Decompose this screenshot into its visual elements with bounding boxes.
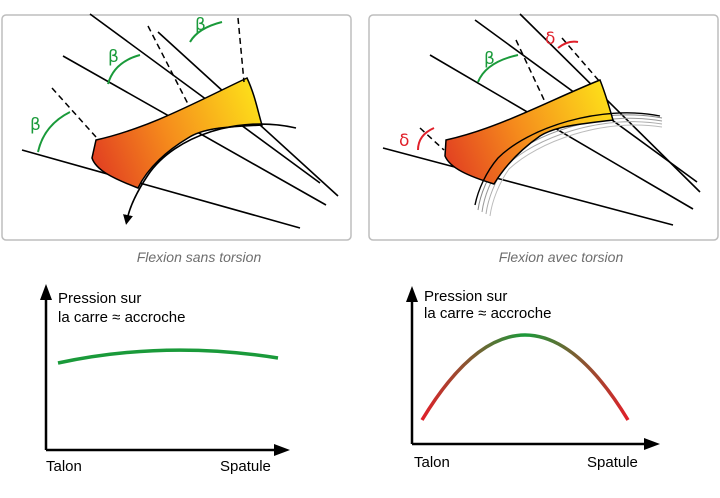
ski-line-r4 [519, 13, 701, 193]
beta-label-1: β [30, 115, 41, 135]
graph-left-y-arrow [40, 284, 52, 300]
graph-left-xlabel-left: Talon [46, 458, 82, 475]
twist-arc-main [474, 112, 661, 206]
beta-arc-1 [37, 111, 71, 153]
delta-label-1: δ [399, 131, 409, 151]
graph-right-xlabel-right: Spatule [587, 454, 638, 471]
graph-left: Pression sur la carre ≈ accroche Talon S… [40, 284, 290, 475]
graph-left-x-arrow [274, 444, 290, 456]
dashed-ref-2 [147, 25, 189, 105]
delta-arc-1 [417, 127, 435, 151]
dashed-ref-3 [237, 17, 245, 83]
beta-label-2: β [108, 47, 119, 67]
graph-right: Pression sur la carre ≈ accroche Talon S… [406, 286, 660, 471]
panel-left: β β β [1, 13, 352, 241]
graph-left-ylabel-1: Pression sur [58, 290, 141, 307]
graph-left-ylabel-2: la carre ≈ accroche [58, 309, 185, 326]
twist-arc-3 [485, 121, 663, 215]
graph-right-xlabel-left: Talon [414, 454, 450, 471]
beta-arc-3 [189, 21, 223, 43]
twist-arc-4 [489, 124, 663, 217]
panel-right: β δ δ [368, 13, 719, 241]
beta-arc-2 [107, 54, 141, 85]
graph-left-xlabel-right: Spatule [220, 458, 271, 475]
dashed-ref-1 [51, 87, 97, 138]
ski-line-r1 [382, 147, 674, 226]
ski-line-r2 [429, 54, 694, 210]
delta-label-2: δ [545, 29, 555, 49]
caption-right: Flexion avec torsion [499, 249, 624, 265]
ski-line-1 [21, 149, 301, 229]
dashed-ref-r1 [419, 127, 445, 151]
flex-arrow [123, 123, 297, 225]
beta-arc-r [477, 54, 519, 83]
beta-label-r: β [484, 49, 495, 69]
beta-label-3: β [195, 15, 206, 35]
graph-left-curve [57, 348, 279, 365]
caption-left: Flexion sans torsion [137, 249, 262, 265]
graph-right-curve [420, 333, 630, 421]
ski-body-twisted [444, 79, 614, 185]
graph-right-ylabel-1: Pression sur [424, 288, 507, 305]
graph-right-x-arrow [644, 438, 660, 450]
dashed-ref-r2 [515, 39, 547, 105]
graph-right-ylabel-2: la carre ≈ accroche [424, 305, 551, 322]
delta-arc-2 [557, 40, 579, 49]
graph-right-y-arrow [406, 286, 418, 302]
